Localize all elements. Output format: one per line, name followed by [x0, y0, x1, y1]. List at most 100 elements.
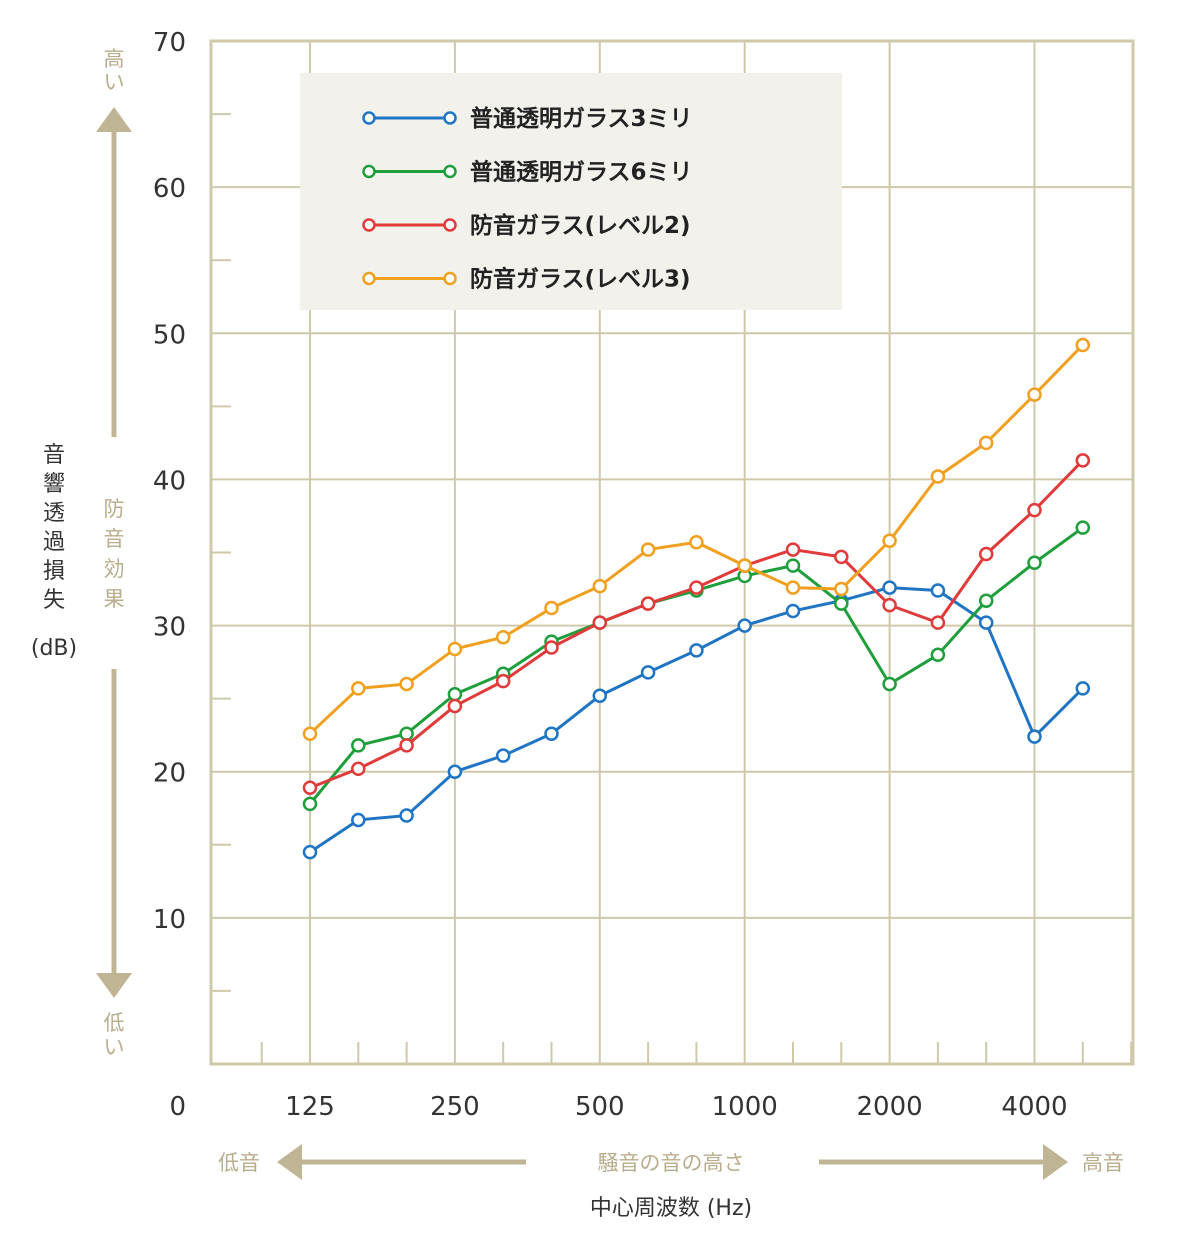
x-tick-label: 250 [430, 1092, 480, 1122]
data-point [447, 687, 463, 702]
y-axis-title-char: 損 [43, 559, 65, 584]
data-point [302, 780, 318, 796]
data-point [592, 688, 608, 703]
data-point [399, 738, 414, 753]
data-point [1027, 555, 1042, 570]
y-low-char: 低 [104, 1011, 125, 1035]
data-point [1027, 502, 1042, 518]
y-axis-title-char: 響 [43, 472, 65, 497]
legend-marker [362, 271, 376, 286]
data-point [1075, 681, 1091, 696]
y-axis-title-char: 音 [43, 443, 65, 468]
data-point [737, 558, 752, 573]
data-point [592, 578, 608, 594]
x-tick-labels: 125 250 500 1000 2000 4000 [285, 1092, 1067, 1122]
data-point [351, 738, 366, 753]
data-point [302, 726, 318, 741]
x-axis-title: 中心周波数 (Hz) [590, 1196, 752, 1221]
y-high-label: 高 い [104, 47, 125, 94]
data-point [302, 844, 318, 860]
data-point [1075, 337, 1091, 353]
legend-marker [443, 111, 457, 125]
data-point [930, 615, 946, 630]
series-防音ガラス(レベル3) [302, 337, 1091, 741]
x-high-label: 高音 [1082, 1151, 1124, 1175]
data-point [351, 812, 366, 828]
legend-label: 防音ガラス(レベル3) [470, 266, 691, 293]
y-tick-label: 0 [169, 1092, 186, 1122]
data-point [302, 796, 318, 812]
series-普通透明ガラス6ミリ [302, 520, 1091, 812]
data-point [1027, 387, 1042, 402]
y-effect-char: 音 [104, 527, 125, 551]
data-point [737, 618, 752, 633]
x-tick-label: 500 [575, 1092, 625, 1122]
data-point [785, 580, 801, 595]
data-point [930, 647, 946, 663]
data-point [882, 533, 897, 549]
data-point [1027, 729, 1042, 744]
y-effect-char: 防 [104, 497, 125, 521]
data-point [930, 469, 946, 484]
legend-marker [362, 164, 376, 179]
legend-marker [443, 218, 457, 232]
y-tick-label: 40 [153, 466, 186, 496]
legend-marker [443, 164, 457, 179]
data-point [689, 580, 704, 595]
data-point [882, 597, 897, 613]
data-point [978, 546, 994, 562]
series-line [308, 526, 1084, 805]
data-point [834, 581, 849, 597]
data-point [544, 600, 559, 616]
data-point [785, 558, 801, 573]
data-point [640, 665, 656, 680]
data-point [834, 596, 849, 611]
y-high-char: い [104, 70, 125, 94]
data-point [882, 676, 897, 692]
x-tick-label: 2000 [857, 1092, 923, 1122]
legend-marker [362, 111, 376, 125]
data-point [882, 580, 897, 595]
data-point [640, 596, 656, 611]
data-point [785, 542, 801, 557]
data-point [399, 726, 414, 741]
data-point [785, 603, 801, 619]
y-effect-char: 効 [104, 557, 125, 581]
data-point [592, 615, 608, 630]
y-tick-label: 10 [153, 905, 186, 935]
data-point [495, 673, 511, 689]
legend-item: 防音ガラス(レベル3) [362, 266, 691, 293]
legend-item: 防音ガラス(レベル2) [362, 212, 691, 239]
y-axis-title-char: 過 [43, 530, 65, 555]
y-axis-title-char: 透 [43, 501, 65, 526]
legend-marker [443, 271, 457, 286]
y-low-label: 低 い [104, 1011, 125, 1059]
x-tick-label: 1000 [712, 1092, 778, 1122]
series-防音ガラス(レベル2) [302, 453, 1091, 796]
legend-label: 普通透明ガラス3ミリ [470, 105, 693, 132]
data-point [447, 764, 463, 779]
data-point [495, 630, 511, 645]
legend-item: 普通透明ガラス6ミリ [362, 159, 693, 186]
data-point [447, 698, 463, 714]
data-point [930, 583, 946, 598]
legend-background [300, 73, 842, 310]
data-point [544, 640, 559, 655]
data-point [978, 615, 994, 630]
legend-label: 防音ガラス(レベル2) [470, 212, 691, 239]
y-low-char: い [104, 1035, 125, 1059]
data-point [351, 681, 366, 696]
data-point [1075, 453, 1091, 468]
x-tick-label: 125 [285, 1092, 335, 1122]
data-point [834, 549, 849, 565]
x-pitch-label: 騒音の音の高さ [598, 1151, 745, 1175]
x-axis-arrow [277, 1144, 1068, 1180]
up-arrow-icon [96, 107, 132, 132]
legend-item: 普通透明ガラス3ミリ [362, 105, 693, 132]
legend-label: 普通透明ガラス6ミリ [470, 159, 693, 186]
y-tick-label: 60 [153, 174, 186, 204]
data-point [640, 542, 656, 557]
